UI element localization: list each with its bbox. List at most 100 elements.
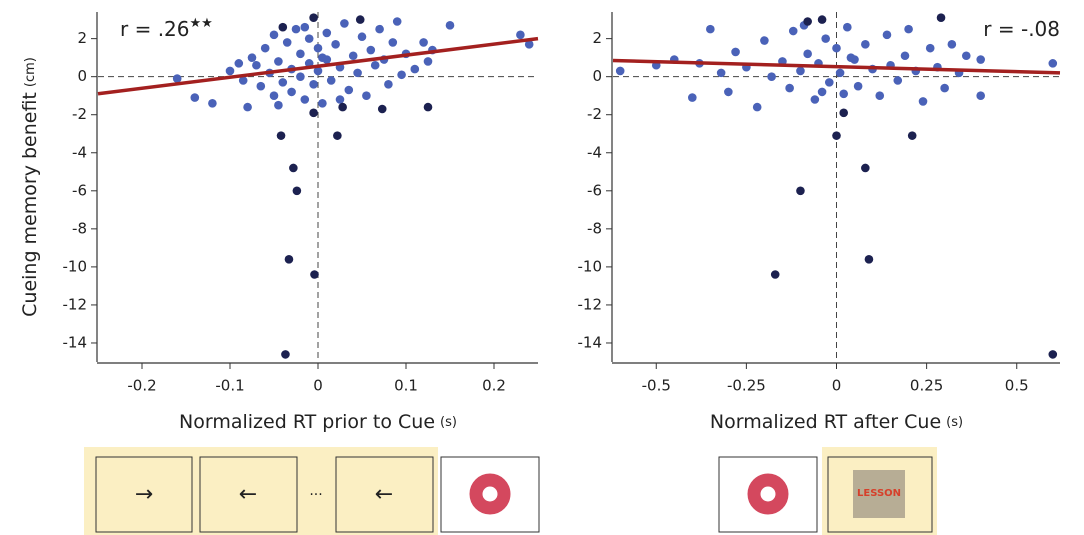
- point: [803, 17, 812, 26]
- point: [335, 95, 345, 104]
- point: [274, 100, 283, 110]
- point: [300, 22, 310, 32]
- point: [318, 99, 327, 108]
- point: [344, 85, 354, 95]
- point: [326, 76, 336, 85]
- point: [1048, 350, 1058, 359]
- point: [796, 66, 805, 76]
- point: [961, 51, 971, 61]
- donut-image: [469, 473, 511, 515]
- y-tick-label: -2: [72, 105, 87, 123]
- point: [243, 102, 252, 112]
- point: [287, 87, 296, 97]
- point: [377, 104, 387, 114]
- x-tick-label: 0.1: [394, 377, 418, 395]
- point: [281, 350, 290, 359]
- point: [904, 24, 913, 34]
- point: [252, 60, 261, 70]
- point: [247, 53, 257, 62]
- point: [355, 15, 365, 24]
- x-tick-label: 0.5: [1005, 377, 1029, 395]
- point: [340, 19, 349, 28]
- point: [925, 43, 935, 53]
- point: [976, 55, 985, 64]
- point: [832, 131, 841, 140]
- point: [907, 131, 917, 140]
- point: [846, 53, 856, 62]
- cue-box: [440, 456, 540, 533]
- x-tick-label: -0.5: [642, 377, 671, 395]
- y-tick-label: 0: [592, 67, 602, 85]
- point: [900, 51, 910, 61]
- trend-line: [97, 36, 539, 96]
- donut-image: [747, 473, 789, 515]
- y-tick-label: -12: [63, 295, 88, 313]
- point: [172, 74, 182, 83]
- point: [392, 17, 402, 26]
- y-tick-label: -8: [587, 219, 602, 237]
- point: [289, 163, 298, 173]
- point: [423, 57, 433, 66]
- point: [190, 93, 200, 102]
- point: [357, 32, 367, 42]
- x-tick-label: 0: [313, 377, 323, 395]
- point: [304, 34, 314, 43]
- point: [843, 22, 852, 32]
- point: [278, 78, 288, 87]
- y-tick-label: -6: [72, 181, 87, 199]
- point: [760, 36, 769, 45]
- point: [333, 131, 342, 140]
- point: [817, 15, 827, 24]
- point: [731, 47, 740, 57]
- trend-line: [612, 58, 1061, 75]
- point: [716, 68, 726, 78]
- annotation: r = -.08: [983, 17, 1060, 41]
- x-tick-label: 0: [832, 377, 842, 395]
- x-tick-label: -0.1: [215, 377, 244, 395]
- point: [291, 24, 301, 34]
- point: [322, 28, 332, 38]
- point: [864, 254, 874, 264]
- point: [853, 81, 863, 91]
- y-tick-label: 2: [77, 29, 87, 47]
- ellipsis: ···: [309, 487, 322, 503]
- cue-box: [718, 456, 818, 533]
- point: [839, 108, 849, 118]
- point: [788, 26, 798, 36]
- y-tick-label: -14: [578, 333, 603, 351]
- x-axis-label-text: Normalized RT prior to Cue: [179, 411, 435, 433]
- point: [817, 87, 827, 97]
- point: [882, 30, 892, 40]
- x-tick-label: -0.25: [727, 377, 766, 395]
- point: [445, 21, 455, 30]
- point: [225, 66, 235, 76]
- point: [296, 72, 305, 81]
- x-axis-label: Normalized RT after Cue (s): [710, 411, 963, 433]
- point: [615, 66, 625, 76]
- lesson-image: [853, 470, 905, 518]
- y-axis-label: Cueing memory benefit (cm): [19, 57, 41, 317]
- y-tick-label: 2: [592, 29, 602, 47]
- point: [318, 53, 327, 62]
- x-tick-label: 0.2: [482, 377, 506, 395]
- point: [309, 13, 318, 23]
- y-tick-label: -10: [63, 257, 88, 275]
- arrow: →: [135, 482, 153, 507]
- annotation-mark: ★★: [190, 16, 213, 31]
- x-axis-label-text: Normalized RT after Cue: [710, 411, 941, 433]
- x-tick-label: 0.25: [910, 377, 943, 395]
- point: [274, 57, 283, 66]
- point: [947, 40, 957, 49]
- point: [260, 43, 270, 53]
- arrow-box: [199, 456, 298, 533]
- point: [338, 102, 347, 112]
- y-tick-label: -8: [72, 219, 87, 237]
- point: [516, 30, 525, 40]
- point: [423, 102, 433, 112]
- y-tick-label: -2: [587, 105, 602, 123]
- annotation-text: r = .26: [120, 17, 190, 41]
- point: [331, 40, 340, 49]
- arrow: ←: [375, 482, 393, 507]
- point: [839, 89, 849, 99]
